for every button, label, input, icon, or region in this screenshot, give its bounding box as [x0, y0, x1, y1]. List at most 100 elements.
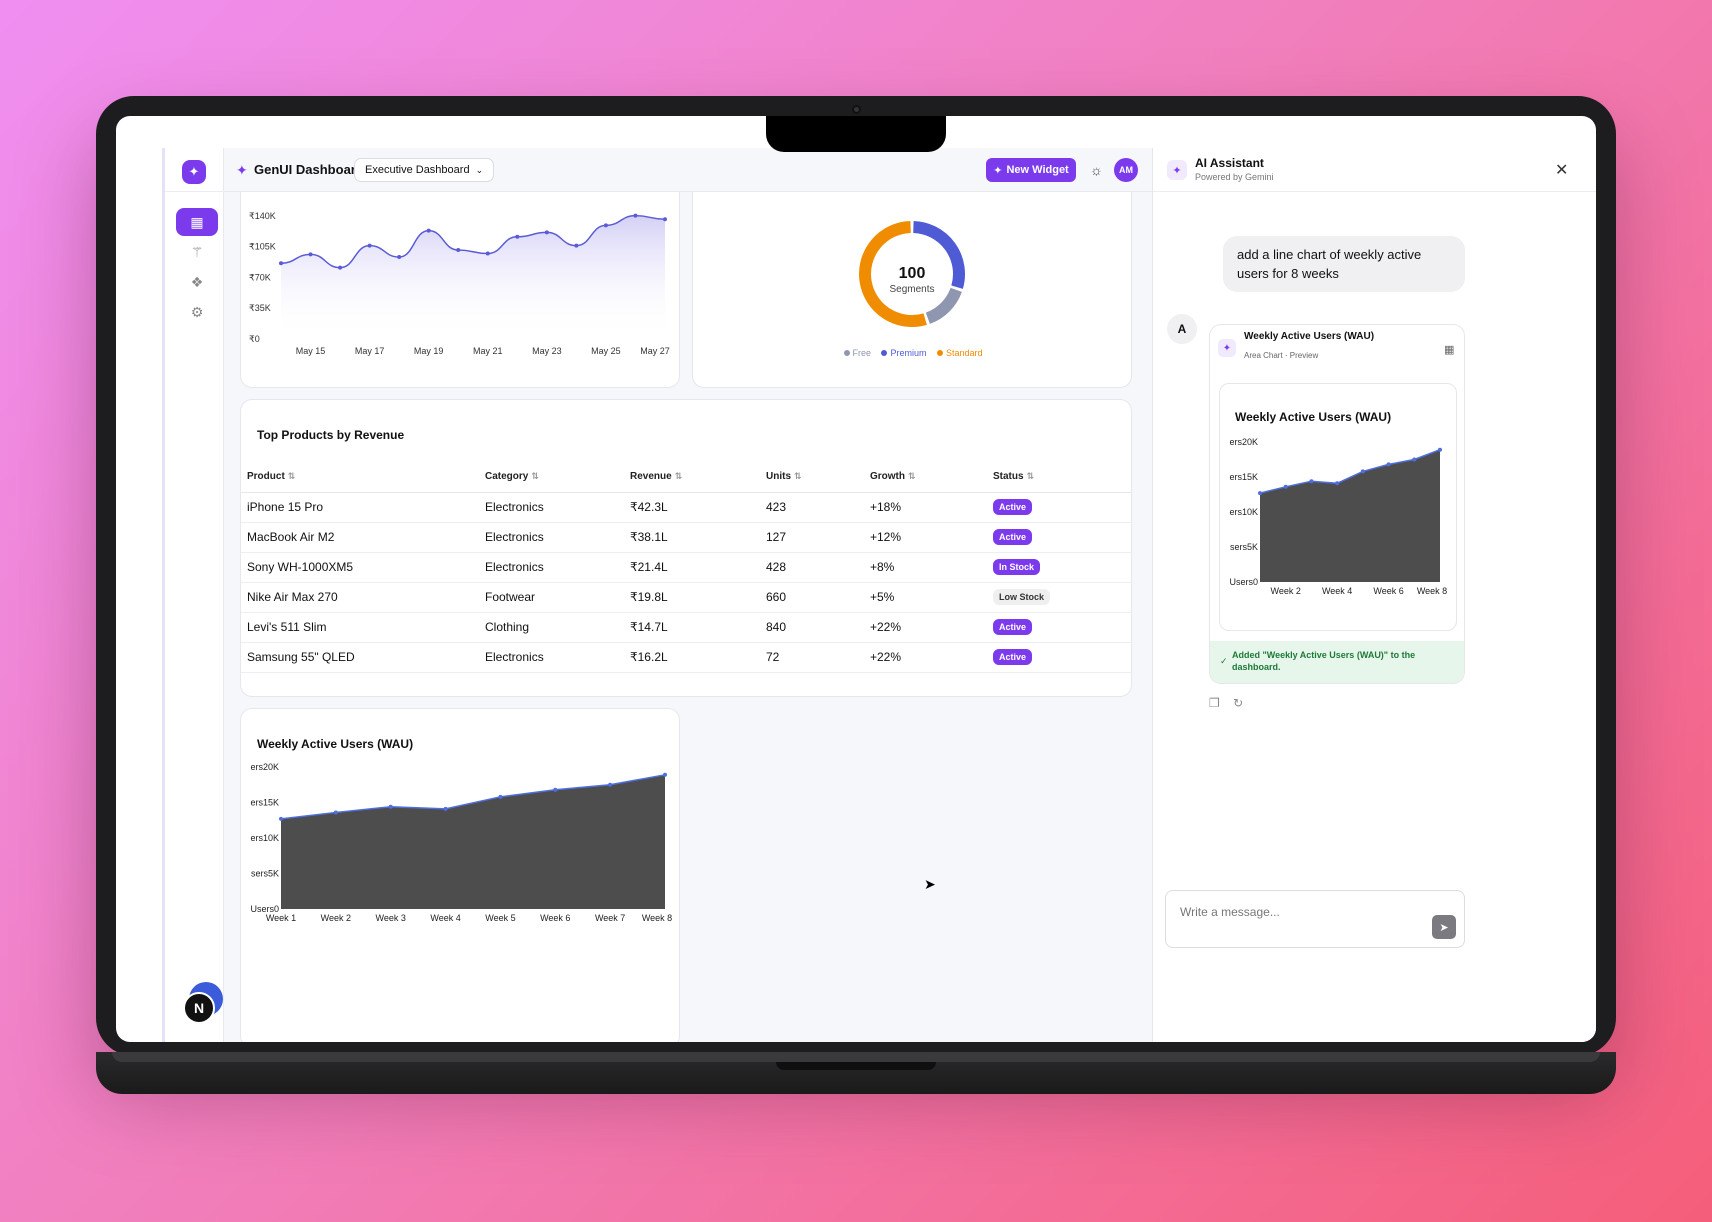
dashboard-grid-icon[interactable]: ▦	[1444, 344, 1455, 356]
refresh-icon[interactable]: ↻	[1233, 696, 1244, 710]
sun-icon[interactable]: ☼	[1090, 162, 1103, 178]
sparkle-icon: ✦	[993, 164, 1003, 177]
gear-icon[interactable]: ⚙	[190, 303, 204, 320]
legend-item-premium: Premium	[881, 348, 927, 358]
cell-status: Active	[987, 612, 1131, 643]
revenue-chart-card: ₹140K ₹105K ₹70K ₹35K ₹0 May 15 May 17 May 19 Ma…	[240, 192, 680, 388]
revenue-point	[603, 223, 608, 228]
wau-point	[663, 772, 667, 777]
message-actions: ❐ ↻	[1209, 696, 1253, 710]
cell-revenue: ₹14.7L	[624, 612, 760, 643]
table-row[interactable]: Sony WH-1000XM5 Electronics ₹21.4L 428 +8% In…	[241, 552, 1131, 583]
cell-status: Active	[987, 522, 1131, 553]
cell-revenue: ₹16.2L	[624, 642, 760, 673]
x-tick-label: Week 1	[266, 913, 296, 923]
revenue-point	[367, 243, 372, 248]
assistant-title: AI Assistant	[1195, 156, 1264, 170]
table-title: Top Products by Revenue	[257, 428, 405, 442]
magic-wand-icon[interactable]: ⚚	[190, 243, 204, 260]
preview-card-subtitle: Area Chart · Preview	[1244, 351, 1319, 360]
table-row[interactable]: iPhone 15 Pro Electronics ₹42.3L 423 +18% Act…	[241, 492, 1131, 523]
y-tick-label: sers5K	[1230, 542, 1258, 552]
column-header-growth[interactable]: Growth ⇅	[864, 462, 987, 493]
wau-point	[1438, 447, 1442, 452]
widget-preview-card: ✦ Weekly Active Users (WAU) Area Chart ·…	[1209, 324, 1465, 684]
column-header-revenue[interactable]: Revenue ⇅	[624, 462, 760, 493]
cell-units: 840	[760, 612, 864, 643]
wau-point	[608, 782, 613, 787]
sort-icon: ⇅	[1026, 471, 1035, 482]
send-icon[interactable]: ➤	[1432, 915, 1456, 939]
ai-assistant-panel: ✦ AI Assistant Powered by Gemini ✕ add a…	[1152, 148, 1596, 1042]
cell-product: Nike Air Max 270	[241, 582, 479, 613]
rail-header	[165, 148, 227, 192]
table-row[interactable]: Samsung 55" QLED Electronics ₹16.2L 72 +22% A…	[241, 642, 1131, 673]
cell-growth: +18%	[864, 492, 987, 523]
cell-status: Active	[987, 492, 1131, 523]
cell-units: 660	[760, 582, 864, 613]
cell-product: Sony WH-1000XM5	[241, 552, 479, 583]
cell-category: Electronics	[479, 642, 624, 673]
sparkle-icon: ✦	[1167, 160, 1187, 180]
x-tick-label: Week 4	[430, 913, 460, 923]
success-message: Added "Weekly Active Users (WAU)" to the…	[1232, 650, 1416, 672]
x-tick-label: May 19	[414, 346, 444, 356]
laptop-lip	[112, 1052, 1600, 1062]
y-tick-label: ers20K	[250, 762, 279, 772]
x-tick-label: Week 6	[1373, 586, 1403, 596]
cell-units: 127	[760, 522, 864, 553]
y-tick-label: Users0	[1229, 577, 1258, 587]
cell-category: Electronics	[479, 522, 624, 553]
y-tick-label: ers20K	[1229, 437, 1258, 447]
x-tick-label: Week 2	[1271, 586, 1301, 596]
nextjs-dev-button[interactable]: N	[183, 992, 215, 1024]
x-tick-label: Week 3	[376, 913, 406, 923]
wau-point	[1258, 491, 1262, 496]
y-tick-label: ₹70K	[249, 272, 271, 282]
table-row[interactable]: MacBook Air M2 Electronics ₹38.1L 127 +12% Ac…	[241, 522, 1131, 553]
x-tick-label: Week 2	[321, 913, 351, 923]
y-tick-label: ₹105K	[249, 242, 276, 252]
revenue-point	[456, 248, 461, 252]
wau-point	[1335, 481, 1340, 486]
camera-notch	[766, 116, 946, 152]
wau-point	[443, 806, 448, 811]
cell-product: iPhone 15 Pro	[241, 492, 479, 523]
revenue-point	[574, 243, 579, 248]
revenue-chart: ₹140K ₹105K ₹70K ₹35K ₹0 May 15 May 17 May 19 Ma…	[249, 211, 670, 356]
chevron-down-icon: ⌄	[475, 164, 484, 175]
message-input[interactable]: Write a message...	[1180, 905, 1280, 919]
x-tick-label: May 15	[296, 346, 326, 356]
message-composer[interactable]: Write a message... ➤	[1165, 890, 1465, 948]
app-title: GenUI Dashboard	[254, 162, 364, 177]
wau-point	[553, 787, 558, 792]
sparkle-icon[interactable]: ✦	[182, 160, 206, 184]
column-header-category[interactable]: Category ⇅	[479, 462, 624, 493]
avatar[interactable]: AM	[1114, 158, 1138, 182]
table-row[interactable]: Nike Air Max 270 Footwear ₹19.8L 660 +5% Low …	[241, 582, 1131, 613]
revenue-point	[426, 228, 431, 233]
x-tick-label: Week 8	[1417, 586, 1447, 596]
new-widget-button[interactable]: ✦ New Widget	[986, 158, 1076, 182]
wau-line	[280, 774, 666, 820]
dashboard-select[interactable]: Executive Dashboard ⌄	[354, 158, 495, 182]
close-icon[interactable]: ✕	[1555, 162, 1569, 179]
column-header-status[interactable]: Status ⇅	[987, 462, 1131, 493]
laptop-hinge-notch	[776, 1062, 936, 1070]
dashboard-grid-icon[interactable]: ▦	[176, 208, 218, 236]
app-window: ✦ ▦ ⚚ ❖ ⚙ N ✦ GenUI Dashboard Executive …	[162, 148, 1596, 1042]
copy-icon[interactable]: ❐	[1209, 696, 1220, 710]
components-icon[interactable]: ❖	[190, 273, 204, 290]
table-row[interactable]: Levi's 511 Slim Clothing ₹14.7L 840 +22% Acti…	[241, 612, 1131, 643]
column-header-units[interactable]: Units ⇅	[760, 462, 864, 493]
sidebar-rail: ✦ ▦ ⚚ ❖ ⚙ N	[162, 148, 227, 1042]
x-tick-label: Week 8	[642, 913, 672, 923]
dashboard-select-value: Executive Dashboard	[365, 164, 470, 176]
wau-point	[1309, 479, 1314, 484]
success-banner: ✓ Added "Weekly Active Users (WAU)" to t…	[1210, 641, 1464, 683]
column-header-product[interactable]: Product ⇅	[241, 462, 479, 493]
donut-center-label: Segments	[889, 284, 934, 295]
segments-chart-card: 100 Segments Free Premium Standard	[692, 192, 1132, 388]
cell-revenue: ₹42.3L	[624, 492, 760, 523]
